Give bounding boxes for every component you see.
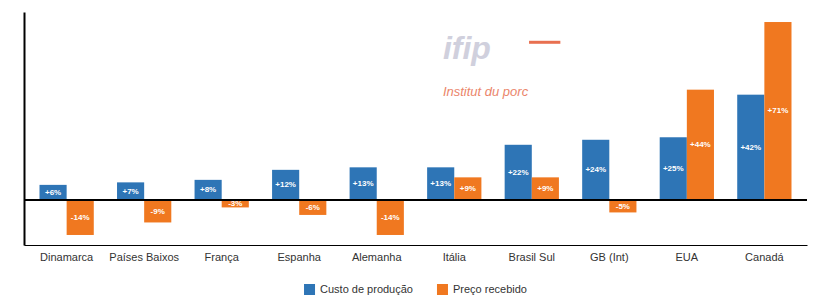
bar bbox=[660, 137, 687, 200]
data-label: +13% bbox=[353, 179, 374, 188]
bar bbox=[299, 200, 326, 215]
bar bbox=[222, 200, 249, 208]
bar bbox=[195, 180, 222, 200]
watermark-line bbox=[529, 41, 560, 44]
bar bbox=[764, 22, 791, 200]
bar bbox=[505, 145, 532, 200]
x-tick: GB (Int) bbox=[590, 245, 629, 263]
data-label: +22% bbox=[508, 168, 529, 177]
x-tick-label: Alemanha bbox=[352, 251, 402, 263]
legend-label: Custo de produção bbox=[320, 283, 413, 295]
x-tick-label: Canadá bbox=[745, 251, 784, 263]
x-axis-line bbox=[25, 245, 808, 246]
data-label: -14% bbox=[381, 213, 400, 222]
x-tick: França bbox=[205, 245, 240, 263]
plot: ifip Institut du porc Dinamarca Países Baix… bbox=[24, 13, 808, 263]
data-label: +9% bbox=[537, 184, 553, 193]
x-tick: EUA bbox=[676, 245, 699, 263]
x-tick-label: Dinamarca bbox=[40, 251, 94, 263]
legend-item: Custo de produção bbox=[304, 283, 413, 295]
x-axis: Dinamarca Países Baixos França Espanha Alema… bbox=[25, 245, 808, 263]
data-label: -14% bbox=[71, 213, 90, 222]
bar bbox=[377, 200, 404, 235]
data-label: +71% bbox=[768, 106, 789, 115]
legend-item: Preço recebido bbox=[437, 283, 527, 295]
x-tick-label: Espanha bbox=[277, 251, 321, 263]
x-tick: Espanha bbox=[277, 245, 321, 263]
series bbox=[67, 22, 792, 235]
bar bbox=[427, 167, 454, 200]
x-tick-label: França bbox=[205, 251, 240, 263]
x-tick: Alemanha bbox=[352, 245, 402, 263]
x-tick-label: GB (Int) bbox=[590, 251, 629, 263]
data-label: -5% bbox=[616, 202, 630, 211]
watermark-subtitle: Institut du porc bbox=[443, 84, 529, 99]
x-tick-label: Itália bbox=[443, 251, 467, 263]
bar bbox=[40, 185, 67, 200]
chart: ifip Institut du porc Dinamarca Países Baix… bbox=[0, 0, 819, 303]
x-tick: Países Baixos bbox=[109, 245, 179, 263]
x-tick: Dinamarca bbox=[40, 245, 94, 263]
x-tick: Itália bbox=[443, 245, 467, 263]
x-tick: Canadá bbox=[745, 245, 784, 263]
data-label: +25% bbox=[663, 164, 684, 173]
bar bbox=[67, 200, 94, 235]
data-label: -6% bbox=[306, 203, 320, 212]
bars bbox=[40, 22, 792, 235]
series bbox=[40, 95, 765, 200]
data-label: +6% bbox=[45, 188, 61, 197]
annotations: ifip Institut du porc bbox=[443, 30, 560, 100]
x-tick-label: Brasil Sul bbox=[509, 251, 555, 263]
data-label: -3% bbox=[228, 199, 242, 208]
data-labels: +6% +7% +8% +12% +13% +13% +22% +24% +25% +42% -14… bbox=[45, 106, 788, 221]
data-label: +13% bbox=[430, 179, 451, 188]
bar bbox=[454, 177, 481, 200]
bar bbox=[272, 170, 299, 200]
x-tick-label: EUA bbox=[676, 251, 699, 263]
bar bbox=[609, 200, 636, 213]
legend-label: Preço recebido bbox=[453, 283, 527, 295]
data-label: +42% bbox=[740, 143, 761, 152]
legend-swatch bbox=[304, 284, 315, 295]
data-label: +24% bbox=[585, 165, 606, 174]
legend: Custo de produção Preço recebido bbox=[304, 283, 527, 295]
data-label: +8% bbox=[200, 185, 216, 194]
bar bbox=[582, 140, 609, 200]
x-tick: Brasil Sul bbox=[509, 245, 555, 263]
bar bbox=[532, 177, 559, 200]
data-label: +44% bbox=[690, 140, 711, 149]
legend-swatch bbox=[437, 284, 448, 295]
watermark-title: ifip bbox=[443, 30, 491, 66]
data-label: +9% bbox=[460, 184, 476, 193]
x-tick-label: Países Baixos bbox=[109, 251, 179, 263]
data-label: -9% bbox=[151, 207, 165, 216]
zero-line bbox=[24, 199, 807, 201]
bar bbox=[350, 167, 377, 200]
data-label: +7% bbox=[122, 187, 138, 196]
data-label: +12% bbox=[275, 180, 296, 189]
bar bbox=[687, 90, 714, 200]
y-axis-line bbox=[24, 13, 26, 246]
y-axis bbox=[24, 13, 25, 246]
bar bbox=[117, 182, 144, 200]
bar bbox=[737, 95, 764, 200]
bar bbox=[144, 200, 171, 223]
